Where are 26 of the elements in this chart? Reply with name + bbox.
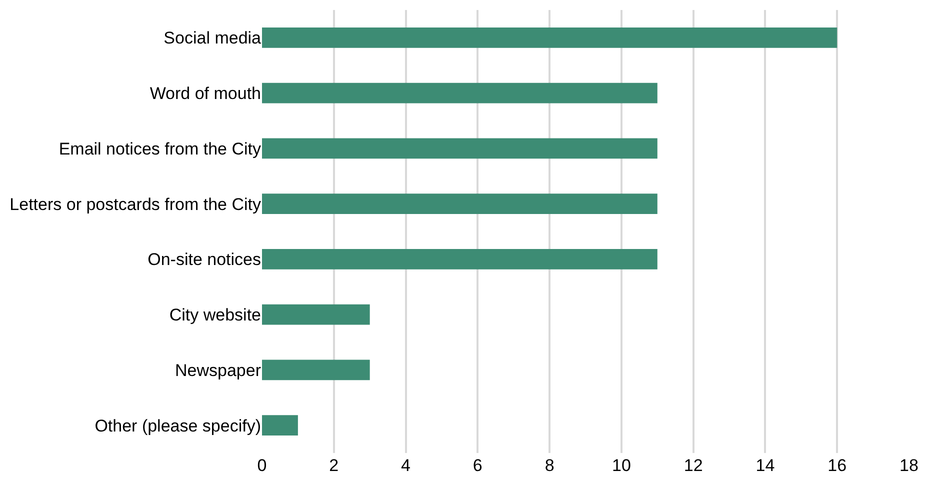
x-tick-label: 2: [329, 456, 339, 475]
y-tick-label: On-site notices: [148, 250, 261, 270]
bar: [262, 194, 658, 214]
y-tick-label: City website: [169, 306, 261, 325]
x-tick-label: 16: [828, 456, 847, 475]
y-tick-label: Newspaper: [175, 360, 262, 380]
x-tick-label: 8: [544, 456, 554, 475]
x-tick-label: 12: [684, 456, 703, 475]
x-tick-label: 0: [257, 456, 267, 475]
y-tick-label: Other (please specify): [94, 416, 261, 436]
bar: [262, 360, 370, 380]
bar: [262, 27, 838, 48]
y-tick-label: Letters or postcards from the City: [10, 194, 262, 214]
y-tick-label: Word of mouth: [150, 84, 261, 104]
x-tick-label: 4: [401, 456, 411, 475]
bar: [262, 82, 658, 104]
x-tick-label: 14: [756, 456, 775, 475]
x-tick-label: 18: [900, 456, 918, 475]
bar: [262, 138, 658, 159]
bar: [262, 415, 298, 436]
x-tick-label: 6: [472, 456, 482, 475]
x-tick-label: 10: [612, 456, 631, 475]
y-tick-label: Email notices from the City: [58, 139, 262, 158]
bar: [262, 304, 370, 325]
bar: [262, 248, 658, 270]
y-tick-label: Social media: [164, 28, 262, 48]
